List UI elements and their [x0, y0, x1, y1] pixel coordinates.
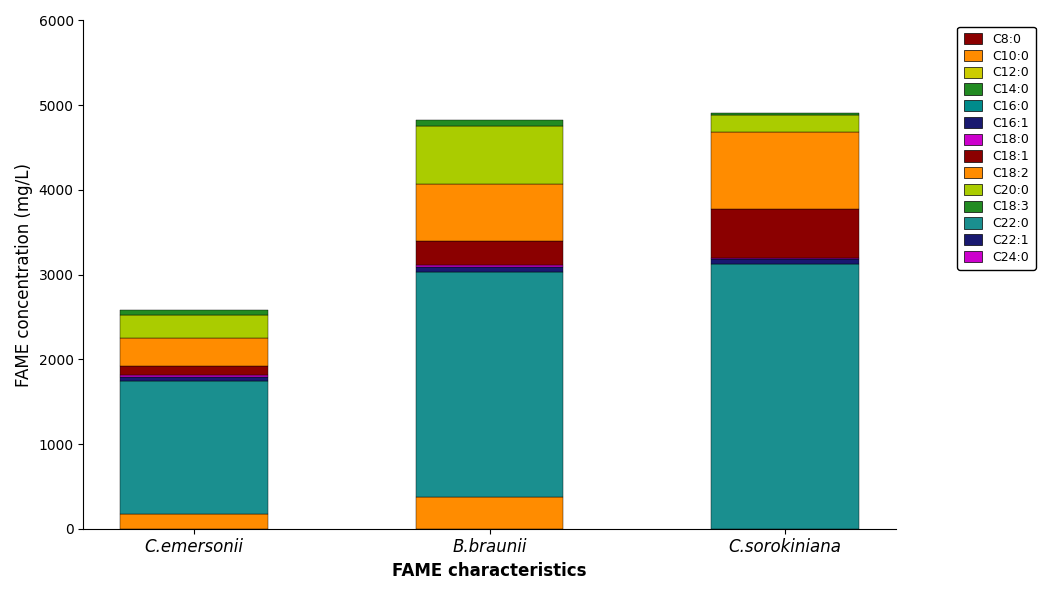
Legend: C8:0, C10:0, C12:0, C14:0, C16:0, C16:1, C18:0, C18:1, C18:2, C20:0, C18:3, C22:: C8:0, C10:0, C12:0, C14:0, C16:0, C16:1,…	[957, 27, 1035, 270]
Bar	[416, 183, 563, 241]
Bar	[416, 497, 563, 529]
Y-axis label: FAME concentration (mg/L): FAME concentration (mg/L)	[15, 162, 33, 387]
Bar	[120, 375, 268, 377]
Bar	[712, 115, 859, 132]
Bar	[712, 113, 859, 115]
Bar	[120, 338, 268, 366]
Bar	[416, 126, 563, 183]
Bar	[120, 310, 268, 315]
Bar	[712, 259, 859, 264]
Bar	[120, 381, 268, 514]
Bar	[416, 272, 563, 497]
Bar	[712, 264, 859, 529]
Bar	[120, 315, 268, 338]
Bar	[120, 366, 268, 375]
Bar	[712, 258, 859, 259]
X-axis label: FAME characteristics: FAME characteristics	[392, 562, 586, 580]
Bar	[712, 208, 859, 258]
Bar	[416, 241, 563, 265]
Bar	[416, 267, 563, 272]
Bar	[416, 120, 563, 126]
Bar	[120, 377, 268, 381]
Bar	[712, 132, 859, 208]
Bar	[120, 514, 268, 529]
Bar	[416, 265, 563, 267]
